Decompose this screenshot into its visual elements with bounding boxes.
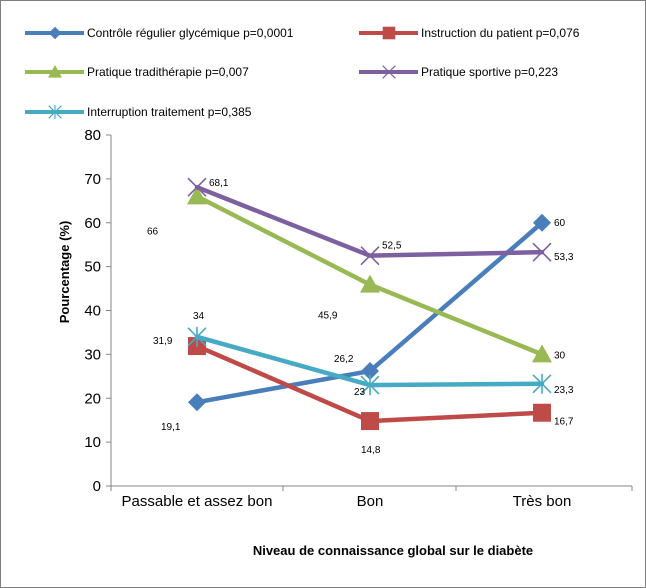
triangle-marker <box>48 65 62 78</box>
x-tick-label: Bon <box>357 493 384 510</box>
legend-label: Pratique tradithérapie p=0,007 <box>87 65 249 79</box>
triangle-marker <box>532 344 552 363</box>
legend-label: Contrôle régulier glycémique p=0,0001 <box>87 26 294 40</box>
square-marker <box>533 403 551 422</box>
y-tick-label: 70 <box>84 171 101 188</box>
legend-label: Instruction du patient p=0,076 <box>421 26 580 40</box>
data-label: 19,1 <box>161 422 181 433</box>
data-label: 26,2 <box>334 354 354 365</box>
series-group: 68,1 52,5 53,3 <box>187 177 574 266</box>
y-tick-label: 30 <box>84 346 101 363</box>
y-axis-title: Pourcentage (%) <box>57 221 72 324</box>
x-marker-stroke <box>532 242 552 262</box>
star-marker <box>187 326 207 347</box>
legend-label: Pratique sportive p=0,223 <box>421 65 558 79</box>
y-tick-label: 80 <box>84 127 101 144</box>
series-line <box>194 194 545 357</box>
data-label: 53,3 <box>554 252 574 263</box>
square-marker <box>382 26 396 40</box>
diamond-marker <box>361 362 379 381</box>
data-label: 23 <box>354 387 366 398</box>
x-axis: Passable et assez bon Bon Très bon <box>110 485 633 510</box>
data-label: 34 <box>193 311 205 322</box>
x-marker <box>360 246 380 266</box>
data-label: 45,9 <box>318 311 338 322</box>
x-marker-stroke <box>382 65 396 79</box>
legend-entry: Interruption traitement p=0,385 <box>25 104 252 119</box>
data-label: 30 <box>554 350 566 361</box>
legend: Contrôle régulier glycémique p=0,0001 Ins… <box>25 26 580 119</box>
star-marker <box>532 373 552 394</box>
y-tick-label: 10 <box>84 434 101 451</box>
x-tick-label: Très bon <box>513 493 572 510</box>
legend-label: Interruption traitement p=0,385 <box>87 105 252 119</box>
legend-entry: Pratique tradithérapie p=0,007 <box>25 65 249 79</box>
triangle-marker <box>360 274 380 293</box>
data-label: 68,1 <box>209 178 229 189</box>
series-group: 34 23 23,3 <box>187 311 574 398</box>
y-tick-label: 20 <box>84 390 101 407</box>
y-tick-label: 0 <box>93 478 101 495</box>
data-label: 14,8 <box>361 445 381 456</box>
data-label: 60 <box>554 218 566 229</box>
data-label: 52,5 <box>382 241 402 252</box>
legend-entry: Instruction du patient p=0,076 <box>359 26 580 40</box>
star-marker <box>48 104 62 119</box>
legend-entry: Pratique sportive p=0,223 <box>359 65 558 79</box>
x-marker-stroke <box>360 246 380 266</box>
triangle-marker <box>187 186 207 205</box>
y-axis: 0 10 20 30 40 50 60 70 80 <box>84 127 112 495</box>
y-tick-label: 60 <box>84 215 101 232</box>
star-marker <box>360 375 380 396</box>
data-label: 23,3 <box>554 385 574 396</box>
data-label: 66 <box>147 226 159 237</box>
diamond-marker <box>533 213 551 232</box>
y-tick-label: 40 <box>84 303 101 320</box>
x-axis-title: Niveau de connaissance global sur le dia… <box>253 543 533 558</box>
series-group: 66 45,9 30 <box>147 186 566 363</box>
series-layer: 19,1 26,2 60 31,9 14,8 16,7 66 45,9 30 68,1 52,5 53… <box>147 177 574 456</box>
legend-entry: Contrôle régulier glycémique p=0,0001 <box>25 26 294 40</box>
x-tick-label: Passable et assez bon <box>122 493 273 510</box>
y-tick-label: 50 <box>84 259 101 276</box>
series-group: 19,1 26,2 60 <box>161 213 566 433</box>
x-marker <box>532 242 552 262</box>
x-marker <box>187 177 207 197</box>
diamond-marker <box>188 393 206 412</box>
data-label: 31,9 <box>153 336 173 347</box>
square-marker <box>361 412 379 431</box>
data-label: 16,7 <box>554 417 574 428</box>
x-marker <box>382 65 396 79</box>
diamond-marker <box>48 26 62 40</box>
x-marker-stroke <box>187 177 207 197</box>
